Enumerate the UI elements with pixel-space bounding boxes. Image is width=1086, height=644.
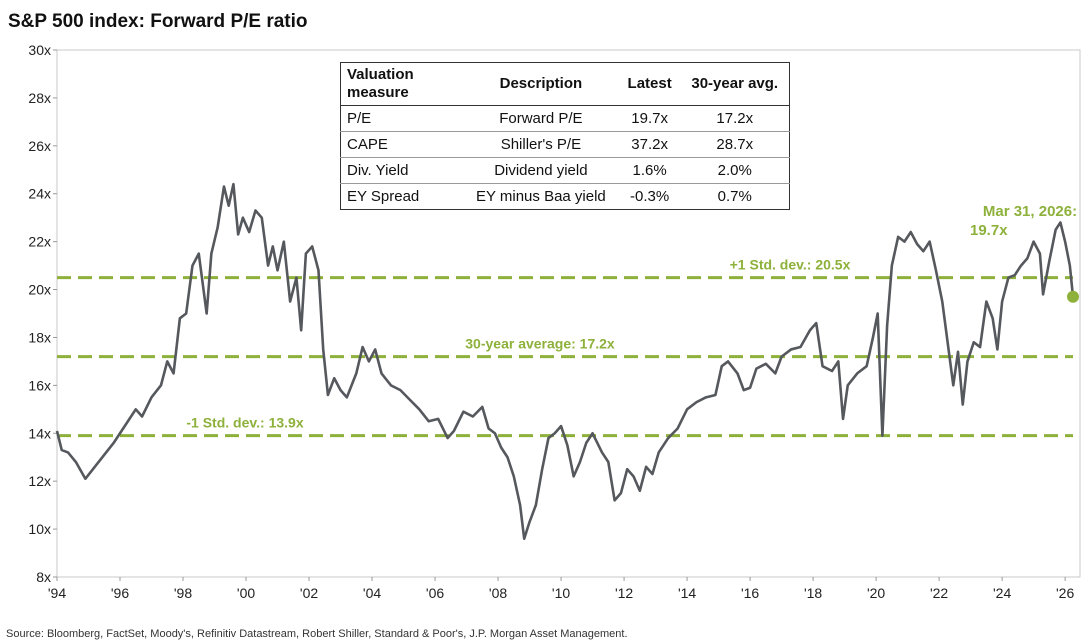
table-cell: 0.7% bbox=[680, 183, 790, 210]
reference-label: +1 Std. dev.: 20.5x bbox=[730, 257, 851, 273]
table-row: P/E Forward P/E 19.7x 17.2x bbox=[341, 106, 790, 132]
x-tick-label: '14 bbox=[678, 585, 696, 601]
valuation-table: Valuation measure Description Latest 30-yea… bbox=[340, 62, 790, 210]
x-tick-label: '10 bbox=[552, 585, 570, 601]
table-cell: 19.7x bbox=[631, 110, 668, 127]
y-tick-label: 18x bbox=[28, 329, 51, 345]
x-tick-label: '02 bbox=[300, 585, 318, 601]
y-tick-label: 24x bbox=[28, 186, 51, 202]
x-tick-label: '94 bbox=[48, 585, 66, 601]
table-cell: Shiller's P/E bbox=[463, 131, 619, 158]
annotation: Mar 31, 2026: bbox=[983, 203, 1077, 220]
table-cell: 17.2x bbox=[716, 110, 754, 127]
table-cell: Dividend yield bbox=[463, 157, 619, 184]
table-cell: 28.7x bbox=[680, 131, 790, 158]
x-tick-label: '98 bbox=[174, 585, 192, 601]
y-tick-label: 10x bbox=[28, 521, 51, 537]
x-tick-label: '00 bbox=[237, 585, 255, 601]
table-cell: EY Spread bbox=[340, 183, 463, 210]
table-cell: 1.6% bbox=[618, 157, 681, 184]
x-tick-label: '16 bbox=[741, 585, 759, 601]
y-tick-label: 14x bbox=[28, 425, 51, 441]
reference-label: -1 Std. dev.: 13.9x bbox=[186, 415, 303, 431]
table-row: EY Spread EY minus Baa yield -0.3% 0.7% bbox=[340, 183, 790, 210]
y-tick-label: 22x bbox=[28, 234, 51, 250]
table-row: CAPE Shiller's P/E 37.2x 28.7x bbox=[340, 131, 790, 158]
x-tick-label: '18 bbox=[804, 585, 822, 601]
table-cell: Div. Yield bbox=[340, 157, 463, 184]
x-tick-label: '08 bbox=[489, 585, 507, 601]
table-cell: -0.3% bbox=[618, 183, 681, 210]
pe-line bbox=[55, 182, 1075, 540]
table-cell: P/E bbox=[347, 110, 372, 127]
table-cell: 37.2x bbox=[618, 131, 681, 158]
y-tick-label: 28x bbox=[28, 90, 51, 106]
reference-label: 30-year average: 17.2x bbox=[465, 336, 615, 352]
table-header-cell: Latest bbox=[618, 62, 681, 106]
plot-frame bbox=[56, 49, 1081, 578]
x-tick-label: '96 bbox=[111, 585, 129, 601]
y-tick-label: 12x bbox=[28, 473, 51, 489]
chart-title: S&P 500 index: Forward P/E ratio bbox=[8, 11, 308, 32]
table-cell: Forward P/E bbox=[499, 110, 583, 127]
y-tick-label: 30x bbox=[28, 42, 51, 58]
x-tick-label: '04 bbox=[363, 585, 381, 601]
table-header-cell: Valuation measure bbox=[340, 62, 463, 106]
table-cell: CAPE bbox=[340, 131, 463, 158]
x-tick-label: '24 bbox=[993, 585, 1011, 601]
y-tick-label: 20x bbox=[28, 282, 51, 298]
table-cell: EY minus Baa yield bbox=[463, 183, 619, 210]
annotation: 19.7x bbox=[970, 222, 1008, 239]
y-tick-label: 26x bbox=[28, 138, 51, 154]
x-tick-label: '20 bbox=[867, 585, 885, 601]
table-header-row: Valuation measure Description Latest 30-yea… bbox=[340, 62, 790, 106]
x-tick-label: '22 bbox=[930, 585, 948, 601]
table-header-cell: Description bbox=[463, 62, 619, 106]
y-tick-label: 16x bbox=[28, 377, 51, 393]
source-note: Source: Bloomberg, FactSet, Moody's, Ref… bbox=[6, 628, 628, 640]
y-tick-label: 8x bbox=[36, 569, 51, 585]
table-row: Div. Yield Dividend yield 1.6% 2.0% bbox=[340, 157, 790, 184]
latest-point bbox=[1067, 290, 1079, 303]
x-tick-label: '12 bbox=[615, 585, 633, 601]
x-tick-label: '26 bbox=[1056, 585, 1074, 601]
table-cell: 2.0% bbox=[680, 157, 790, 184]
x-tick-label: '06 bbox=[426, 585, 444, 601]
table-header-cell: 30-year avg. bbox=[680, 62, 790, 106]
